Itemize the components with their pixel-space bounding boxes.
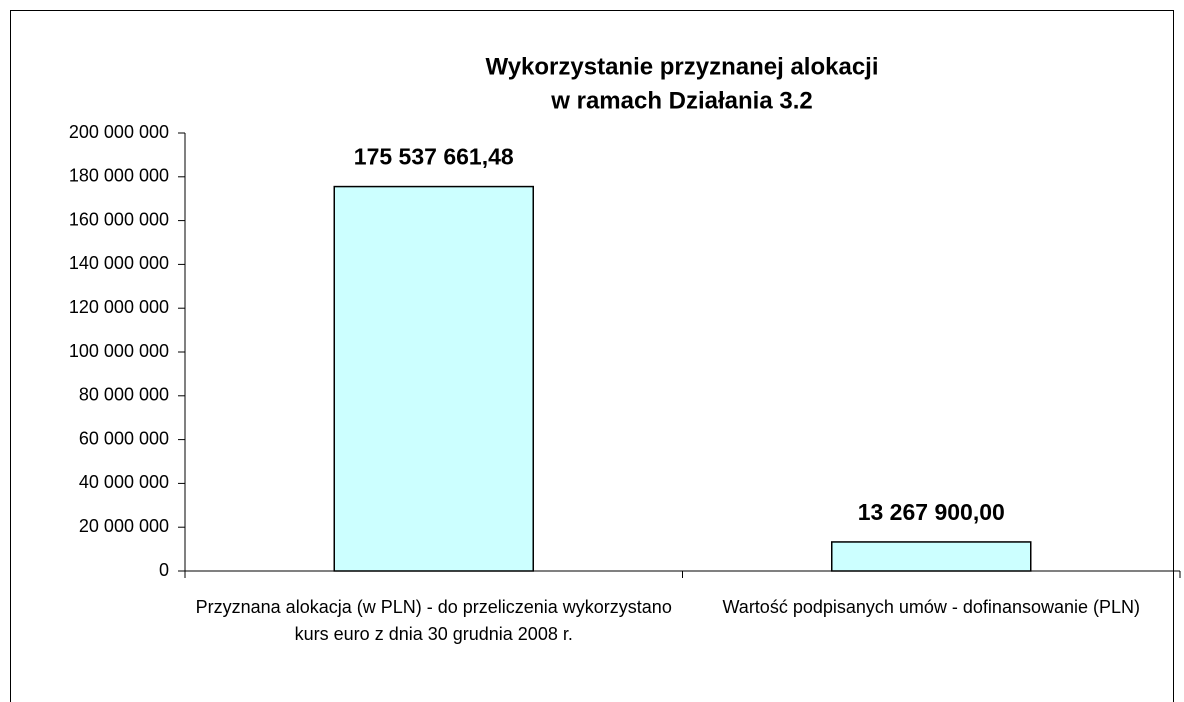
- chart-title: w ramach Działania 3.2: [550, 87, 812, 114]
- x-tick-label: Przyznana alokacja (w PLN) - do przelicz…: [195, 597, 672, 644]
- y-tick-label: 140 000 000: [69, 253, 169, 273]
- chart-border: [10, 10, 1174, 702]
- y-tick-label: 120 000 000: [69, 297, 169, 317]
- y-tick-label: 80 000 000: [79, 385, 169, 405]
- chart-title: Wykorzystanie przyznanej alokacji: [485, 53, 878, 80]
- y-tick-label: 100 000 000: [69, 341, 169, 361]
- y-tick-label: 60 000 000: [79, 428, 169, 448]
- x-tick-label: Wartość podpisanych umów - dofinansowani…: [722, 597, 1141, 617]
- y-tick-label: 40 000 000: [79, 472, 169, 492]
- bar: [831, 541, 1032, 572]
- y-tick-label: 180 000 000: [69, 166, 169, 186]
- y-tick-label: 160 000 000: [69, 209, 169, 229]
- y-tick-label: 200 000 000: [69, 122, 169, 142]
- data-label: 175 537 661,48: [354, 144, 514, 170]
- bar: [333, 185, 534, 572]
- data-label: 13 267 900,00: [858, 499, 1005, 525]
- y-tick-label: 20 000 000: [79, 516, 169, 536]
- y-tick-label: 0: [159, 560, 169, 580]
